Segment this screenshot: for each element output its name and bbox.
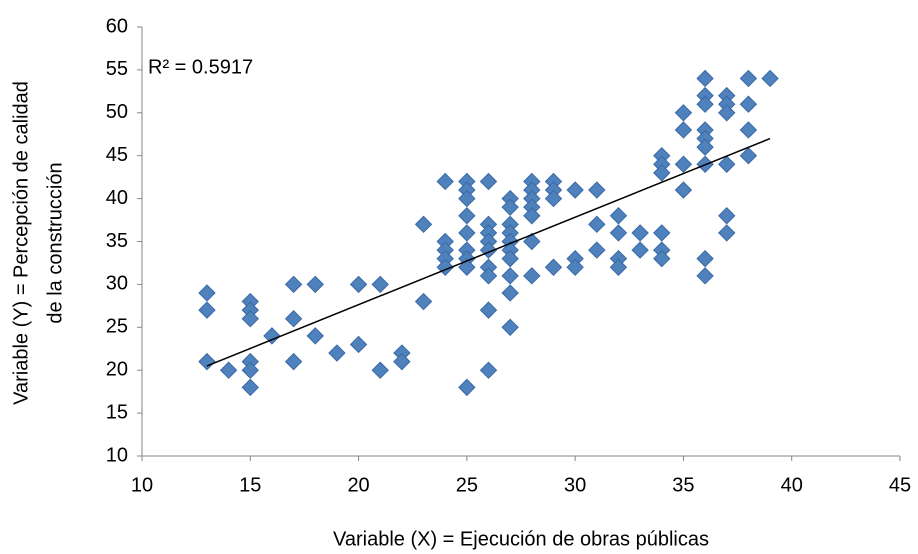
point [696, 267, 714, 285]
point [718, 224, 736, 242]
point [566, 258, 584, 276]
point [696, 138, 714, 156]
x-axis-label: Variable (X) = Ejecución de obras públic… [333, 528, 709, 550]
point [588, 215, 606, 234]
x-tick-label: 45 [889, 474, 911, 496]
point [696, 95, 714, 113]
y-tick-label: 60 [106, 15, 128, 37]
point [674, 155, 693, 173]
point [544, 189, 563, 208]
point [284, 275, 303, 294]
y-tick-label: 10 [106, 444, 128, 466]
point [588, 241, 606, 259]
point [674, 121, 693, 139]
point [544, 258, 563, 276]
point [198, 301, 216, 319]
point [501, 318, 519, 337]
point [696, 69, 714, 88]
point [501, 249, 519, 268]
point [306, 327, 324, 345]
point [414, 292, 433, 311]
y-axis-label: de la construcción [44, 162, 66, 323]
point [263, 327, 281, 345]
point [241, 378, 259, 397]
point [696, 249, 714, 268]
point [739, 69, 758, 88]
point [501, 284, 519, 302]
point [198, 284, 216, 302]
point [718, 155, 736, 173]
point [458, 189, 476, 208]
point [566, 181, 584, 199]
point [458, 258, 476, 276]
point [436, 172, 454, 191]
point [653, 224, 671, 242]
point [588, 181, 606, 199]
point [458, 378, 476, 397]
point [501, 267, 519, 285]
point [523, 267, 541, 285]
point [739, 95, 758, 113]
point [306, 275, 324, 294]
point [631, 241, 649, 259]
x-tick-label: 30 [564, 474, 586, 496]
r-squared: R² = 0.5917 [148, 56, 253, 78]
point [501, 198, 519, 216]
point [349, 335, 368, 354]
point [479, 361, 498, 379]
y-tick-label: 50 [106, 101, 128, 123]
point [674, 104, 693, 122]
y-axis-label: Variable (Y) = Percepción de calidad [10, 81, 32, 405]
x-tick-label: 15 [239, 474, 261, 496]
point [414, 215, 433, 234]
point [219, 361, 238, 379]
point [674, 181, 693, 199]
point [523, 207, 541, 225]
point [458, 224, 476, 242]
point [653, 164, 671, 182]
point [739, 121, 758, 139]
x-tick-label: 40 [781, 474, 803, 496]
point [653, 249, 671, 268]
y-tick-label: 25 [106, 316, 128, 338]
point [371, 275, 389, 294]
point [198, 352, 216, 371]
point [523, 232, 541, 251]
point [284, 352, 303, 371]
point [393, 352, 411, 371]
y-tick-label: 40 [106, 187, 128, 209]
point [371, 361, 389, 379]
y-tick-label: 20 [106, 358, 128, 380]
point [718, 207, 736, 225]
x-tick-label: 20 [347, 474, 369, 496]
x-tick-label: 25 [456, 474, 478, 496]
point [609, 207, 628, 225]
point [479, 241, 498, 259]
y-tick-label: 15 [106, 401, 128, 423]
y-tick-label: 35 [106, 230, 128, 252]
point [718, 104, 736, 122]
x-tick-label: 10 [131, 474, 153, 496]
y-tick-label: 55 [106, 58, 128, 80]
point [241, 361, 259, 379]
point [328, 344, 346, 362]
point [631, 224, 649, 242]
point [739, 146, 758, 165]
point [761, 69, 779, 88]
y-tick-label: 30 [106, 273, 128, 295]
point [241, 310, 259, 328]
point [479, 301, 498, 319]
point [609, 258, 628, 276]
y-tick-label: 45 [106, 144, 128, 166]
point [479, 172, 498, 191]
point [349, 275, 368, 294]
point [284, 310, 303, 328]
x-tick-label: 35 [672, 474, 694, 496]
point [609, 224, 628, 242]
point [479, 267, 498, 285]
point [458, 207, 476, 225]
trendline [206, 137, 771, 367]
